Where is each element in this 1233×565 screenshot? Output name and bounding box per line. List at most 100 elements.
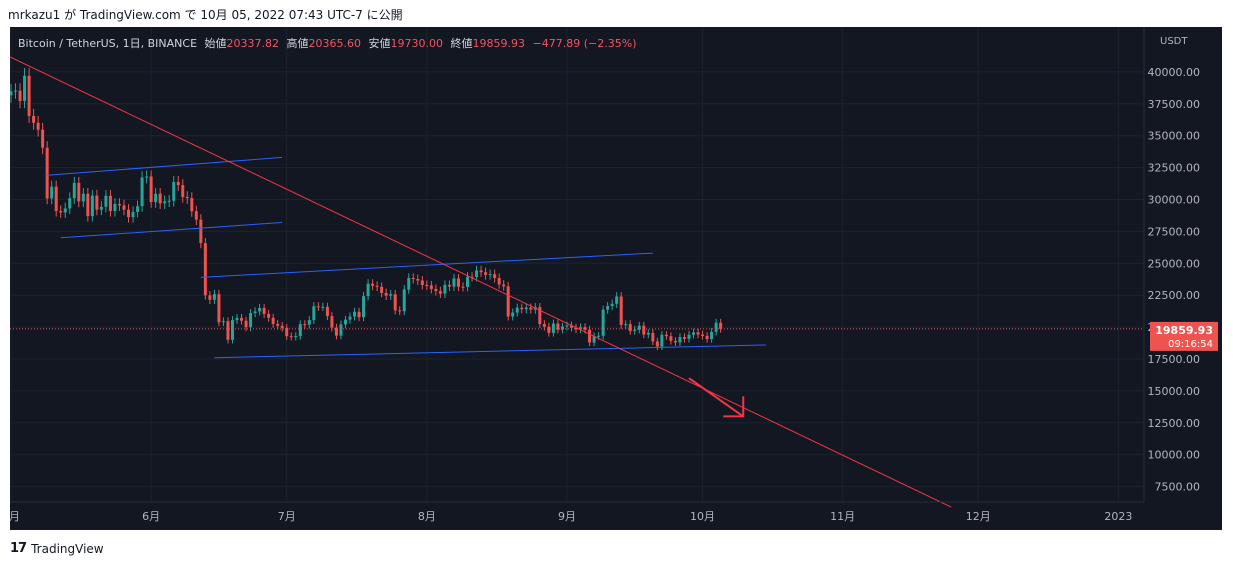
candle-body (235, 317, 239, 321)
candle-body (353, 311, 357, 317)
candle-body (149, 176, 153, 203)
candle-body (68, 198, 72, 209)
candle-body (393, 294, 397, 311)
y-tick-label: 27500.00 (1148, 225, 1201, 238)
footer: 17 TradingView (10, 541, 104, 556)
candle-body (556, 323, 560, 330)
candle-body (117, 203, 121, 206)
candle-body (321, 306, 325, 308)
candle-body (267, 313, 271, 318)
candle-body (565, 325, 569, 327)
candle-body (633, 329, 637, 331)
currency-label: USDT (1160, 36, 1188, 47)
candle-body (515, 307, 519, 313)
candle-body (380, 286, 384, 293)
y-tick-label: 35000.00 (1148, 130, 1201, 143)
candle-body (221, 321, 225, 323)
candle-body (18, 90, 22, 101)
candle-body (167, 200, 171, 202)
x-tick-label: 9月 (558, 510, 576, 523)
y-tick-label: 7500.00 (1155, 481, 1201, 494)
candle-body (32, 115, 36, 123)
candle-body (122, 205, 126, 210)
x-tick-label: 6月 (142, 510, 160, 523)
candle-body (203, 243, 207, 296)
candle-body (538, 307, 542, 325)
candle-body (610, 303, 614, 307)
channel-line[interactable] (47, 156, 283, 176)
candle-body (642, 325, 646, 335)
candle-body (524, 307, 528, 310)
candle-body (181, 185, 185, 197)
candle-body (154, 193, 158, 203)
candle-body (420, 280, 424, 285)
y-tick-label: 10000.00 (1148, 449, 1201, 462)
candle-body (131, 211, 135, 218)
candle-body (59, 210, 63, 213)
candle-body (176, 182, 180, 186)
candle-body (36, 122, 40, 130)
candle-body (588, 329, 592, 343)
y-tick-label: 30000.00 (1148, 194, 1201, 207)
candle-body (163, 201, 167, 204)
candle-body (520, 307, 524, 310)
candle-body (289, 336, 293, 338)
candle-body (108, 195, 112, 211)
candle-body (719, 322, 723, 329)
open-value: 20337.82 (226, 37, 280, 50)
y-tick-label: 17500.00 (1148, 353, 1201, 366)
candle-body (493, 274, 497, 278)
candle-body (226, 321, 230, 340)
channel-line[interactable] (200, 252, 653, 278)
channel-line[interactable] (60, 221, 283, 239)
candle-body (447, 284, 451, 287)
candle-body (484, 272, 488, 275)
candle-body (705, 335, 709, 340)
y-tick-label: 37500.00 (1148, 98, 1201, 111)
candle-body (303, 324, 307, 326)
candle-body (348, 316, 352, 320)
candle-body (425, 284, 429, 286)
chart-panel[interactable]: USDT 40000.00 37500.00 35000.00 32500.00 300… (10, 27, 1222, 530)
candle-body (54, 186, 58, 211)
candle-body (316, 306, 320, 308)
close-label: 終値 (450, 37, 473, 50)
candle-body (63, 208, 67, 213)
candle-body (104, 195, 108, 207)
symbol-name[interactable]: Bitcoin / TetherUS, 1日, BINANCE (18, 37, 198, 50)
close-value: 19859.93 (472, 37, 526, 50)
candle-body (651, 332, 655, 342)
y-tick-label: 32500.00 (1148, 162, 1201, 175)
trend-line[interactable] (10, 34, 952, 508)
high-value: 20365.60 (308, 37, 362, 50)
candle-body (230, 320, 234, 340)
candle-body (470, 276, 474, 278)
price-tag-countdown: 09:16:54 (1168, 339, 1213, 350)
price-chart[interactable]: USDT 40000.00 37500.00 35000.00 32500.00 300… (10, 27, 1222, 530)
x-tick-label: 5月 (10, 510, 20, 523)
candle-body (678, 337, 682, 343)
down-arrow-icon[interactable] (688, 377, 744, 418)
low-value: 19730.00 (390, 37, 444, 50)
candle-body (90, 195, 94, 217)
x-tick-label: 7月 (278, 510, 296, 523)
candle-body (41, 129, 45, 148)
candle-body (240, 317, 244, 321)
candle-body (597, 335, 601, 337)
candle-body (249, 313, 253, 328)
candle-body (466, 276, 470, 287)
channel-line[interactable] (214, 344, 766, 359)
footer-brand[interactable]: TradingView (31, 541, 104, 556)
y-tick-label: 40000.00 (1148, 66, 1201, 79)
candle-body (253, 311, 257, 314)
published-line: mrkazu1 が TradingView.com で 10月 05, 2022… (8, 8, 403, 22)
candle-body (497, 277, 501, 285)
candle-body (551, 323, 555, 333)
x-tick-label: 11月 (830, 510, 855, 523)
candle-body (285, 327, 289, 337)
candle-body (325, 306, 329, 317)
candle-body (407, 277, 411, 290)
candle-body (366, 283, 370, 297)
candle-body (158, 193, 162, 204)
candle-body (294, 336, 298, 338)
